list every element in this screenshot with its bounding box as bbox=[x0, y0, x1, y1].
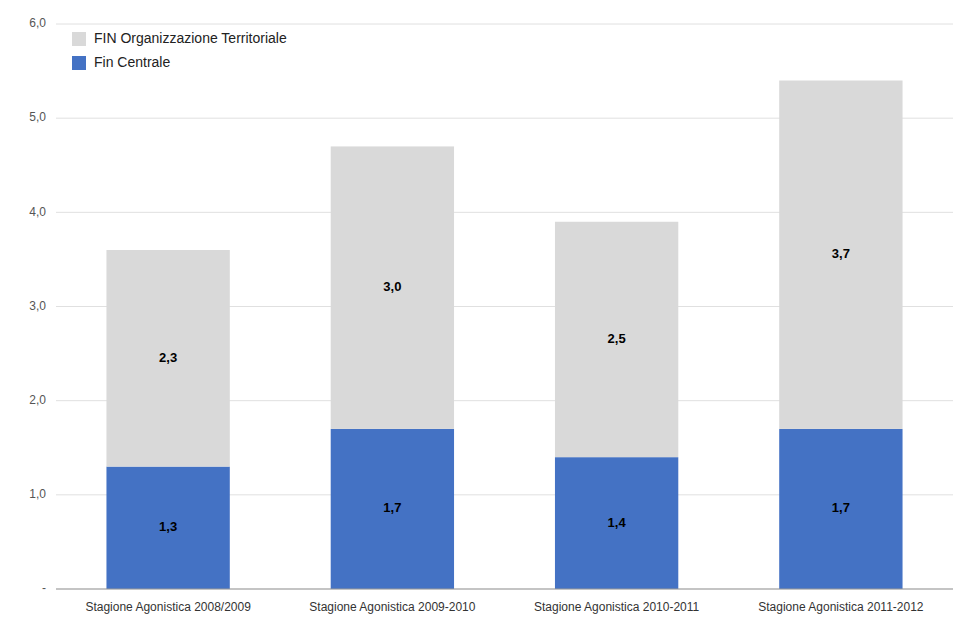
data-label: 3,0 bbox=[383, 279, 401, 294]
bars bbox=[106, 81, 902, 590]
x-tick-label: Stagione Agonistica 2009-2010 bbox=[309, 600, 475, 614]
y-tick-label: 1,0 bbox=[29, 487, 46, 501]
data-label: 2,5 bbox=[608, 331, 626, 346]
legend-swatch bbox=[72, 32, 86, 46]
x-axis: Stagione Agonistica 2008/2009 Stagione Ag… bbox=[56, 589, 953, 614]
data-label: 3,7 bbox=[832, 246, 850, 261]
y-tick-label: 5,0 bbox=[29, 110, 46, 124]
legend-swatch bbox=[72, 56, 86, 70]
x-tick-label: Stagione Agonistica 2011-2012 bbox=[758, 600, 924, 614]
bar bbox=[555, 457, 678, 589]
bar bbox=[106, 467, 229, 589]
data-label: 1,3 bbox=[159, 519, 177, 534]
y-tick-label: 3,0 bbox=[29, 299, 46, 313]
x-tick-label: Stagione Agonistica 2008/2009 bbox=[85, 600, 251, 614]
data-labels: 1,3 1,7 1,4 1,7 2,3 3,0 2,5 3,7 bbox=[159, 246, 850, 534]
bar bbox=[106, 250, 229, 467]
y-tick-label: 2,0 bbox=[29, 393, 46, 407]
data-label: 2,3 bbox=[159, 350, 177, 365]
y-axis: - 1,0 2,0 3,0 4,0 5,0 6,0 bbox=[29, 16, 46, 595]
data-label: 1,7 bbox=[383, 500, 401, 515]
grid bbox=[56, 24, 953, 589]
data-label: 1,4 bbox=[608, 515, 627, 530]
grid-line bbox=[56, 24, 953, 25]
bar bbox=[331, 429, 454, 589]
chart: - 1,0 2,0 3,0 4,0 5,0 6,0 1,3 1,7 1,4 1,7 2,3 3,0 2,5… bbox=[0, 0, 977, 641]
x-axis-line bbox=[56, 589, 953, 590]
legend-label: Fin Centrale bbox=[94, 54, 170, 70]
legend-label: FIN Organizzazione Territoriale bbox=[94, 30, 287, 46]
grid-line bbox=[56, 589, 953, 590]
data-label: 1,7 bbox=[832, 500, 850, 515]
bar bbox=[555, 222, 678, 457]
y-tick-label: - bbox=[42, 581, 46, 595]
y-tick-label: 6,0 bbox=[29, 16, 46, 30]
x-tick-label: Stagione Agonistica 2010-2011 bbox=[534, 600, 700, 614]
legend: FIN Organizzazione Territoriale Fin Centr… bbox=[72, 30, 287, 70]
bar bbox=[331, 146, 454, 429]
bar bbox=[779, 81, 902, 429]
y-tick-label: 4,0 bbox=[29, 205, 46, 219]
background bbox=[0, 0, 977, 641]
bar bbox=[779, 429, 902, 589]
